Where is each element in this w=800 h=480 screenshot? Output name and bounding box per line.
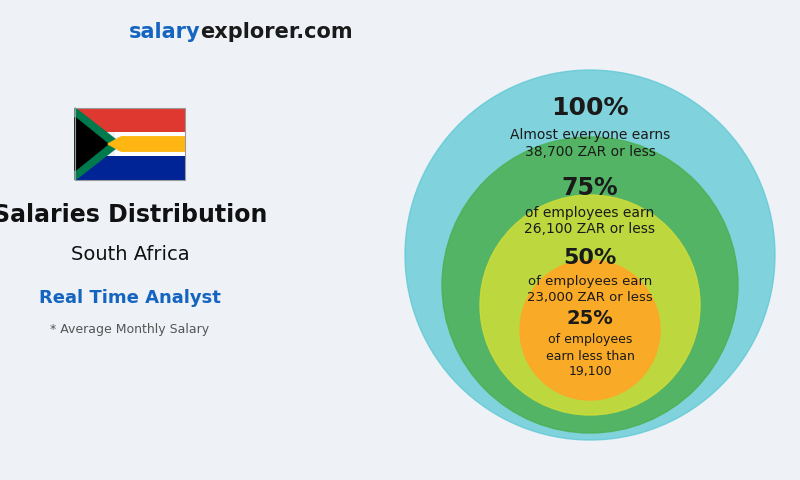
Text: 19,100: 19,100 [568,365,612,379]
Text: 23,000 ZAR or less: 23,000 ZAR or less [527,290,653,303]
Circle shape [442,137,738,433]
Text: 26,100 ZAR or less: 26,100 ZAR or less [525,222,655,236]
Bar [75,156,185,180]
Text: of employees earn: of employees earn [526,206,654,220]
Bar [75,108,185,132]
Text: South Africa: South Africa [70,245,190,264]
Text: explorer.com: explorer.com [200,22,353,42]
Circle shape [480,195,700,415]
Text: 25%: 25% [566,309,614,327]
Text: salary: salary [128,22,200,42]
Text: earn less than: earn less than [546,349,634,362]
Text: 50%: 50% [563,248,617,268]
Text: 100%: 100% [551,96,629,120]
Text: Real Time Analyst: Real Time Analyst [39,289,221,307]
Polygon shape [75,108,122,180]
Text: of employees: of employees [548,334,632,347]
Bar [114,132,185,137]
Bar [75,108,185,180]
Text: of employees earn: of employees earn [528,276,652,288]
Text: 38,700 ZAR or less: 38,700 ZAR or less [525,145,655,159]
Circle shape [405,70,775,440]
Polygon shape [108,137,185,151]
Polygon shape [75,118,108,170]
Text: Salaries Distribution: Salaries Distribution [0,203,267,227]
Circle shape [520,260,660,400]
Text: Almost everyone earns: Almost everyone earns [510,128,670,142]
Text: * Average Monthly Salary: * Average Monthly Salary [50,324,210,336]
Bar [114,151,185,156]
Text: 75%: 75% [562,176,618,200]
